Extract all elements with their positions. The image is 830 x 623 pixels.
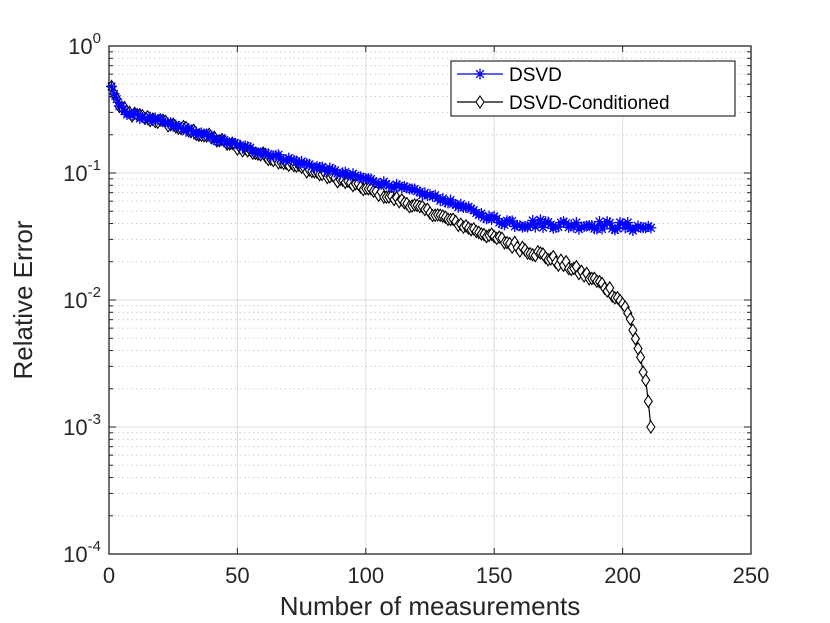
x-tick-labels: 0 50 100 150 200 250 [103, 563, 769, 588]
data-point [646, 420, 656, 434]
legend-marker-dsvd [474, 68, 486, 80]
data-point [630, 331, 641, 346]
data-point [635, 350, 646, 365]
legend: DSVD DSVD-Conditioned [450, 60, 736, 117]
legend-box [450, 60, 736, 117]
x-tick-label: 100 [347, 563, 384, 588]
x-axis-title: Number of measurements [280, 591, 581, 621]
data-point [641, 373, 651, 388]
y-tick-label: 10-1 [63, 157, 101, 186]
legend-marker-symbol [474, 68, 486, 80]
x-tick-label: 50 [225, 563, 249, 588]
x-tick-label: 200 [604, 563, 641, 588]
series-dsvd [106, 80, 657, 237]
legend-marker-dsvd-conditioned [475, 95, 485, 109]
y-tick-label: 100 [68, 30, 101, 59]
series-layer [106, 79, 657, 434]
y-tick-label: 10-2 [63, 284, 101, 313]
legend-label-dsvd-conditioned: DSVD-Conditioned [509, 93, 670, 114]
data-point [106, 80, 118, 92]
x-tick-label: 150 [476, 563, 513, 588]
data-point [645, 222, 657, 234]
legend-label-dsvd: DSVD [509, 65, 562, 86]
grid-lines [109, 46, 751, 554]
plot-frame [108, 45, 752, 555]
y-axis-title: Relative Error [8, 220, 38, 379]
y-tick-label: 10-4 [63, 538, 101, 567]
data-point [643, 394, 653, 409]
series-markers [106, 80, 657, 237]
x-tick-label: 250 [733, 563, 770, 588]
y-tick-label: 10-3 [63, 411, 101, 440]
data-point [625, 312, 635, 327]
y-tick-labels: 100 10-1 10-2 10-3 10-4 [63, 30, 101, 567]
data-point [108, 88, 120, 100]
legend-marker-symbol [475, 95, 485, 109]
x-tick-label: 0 [103, 563, 115, 588]
